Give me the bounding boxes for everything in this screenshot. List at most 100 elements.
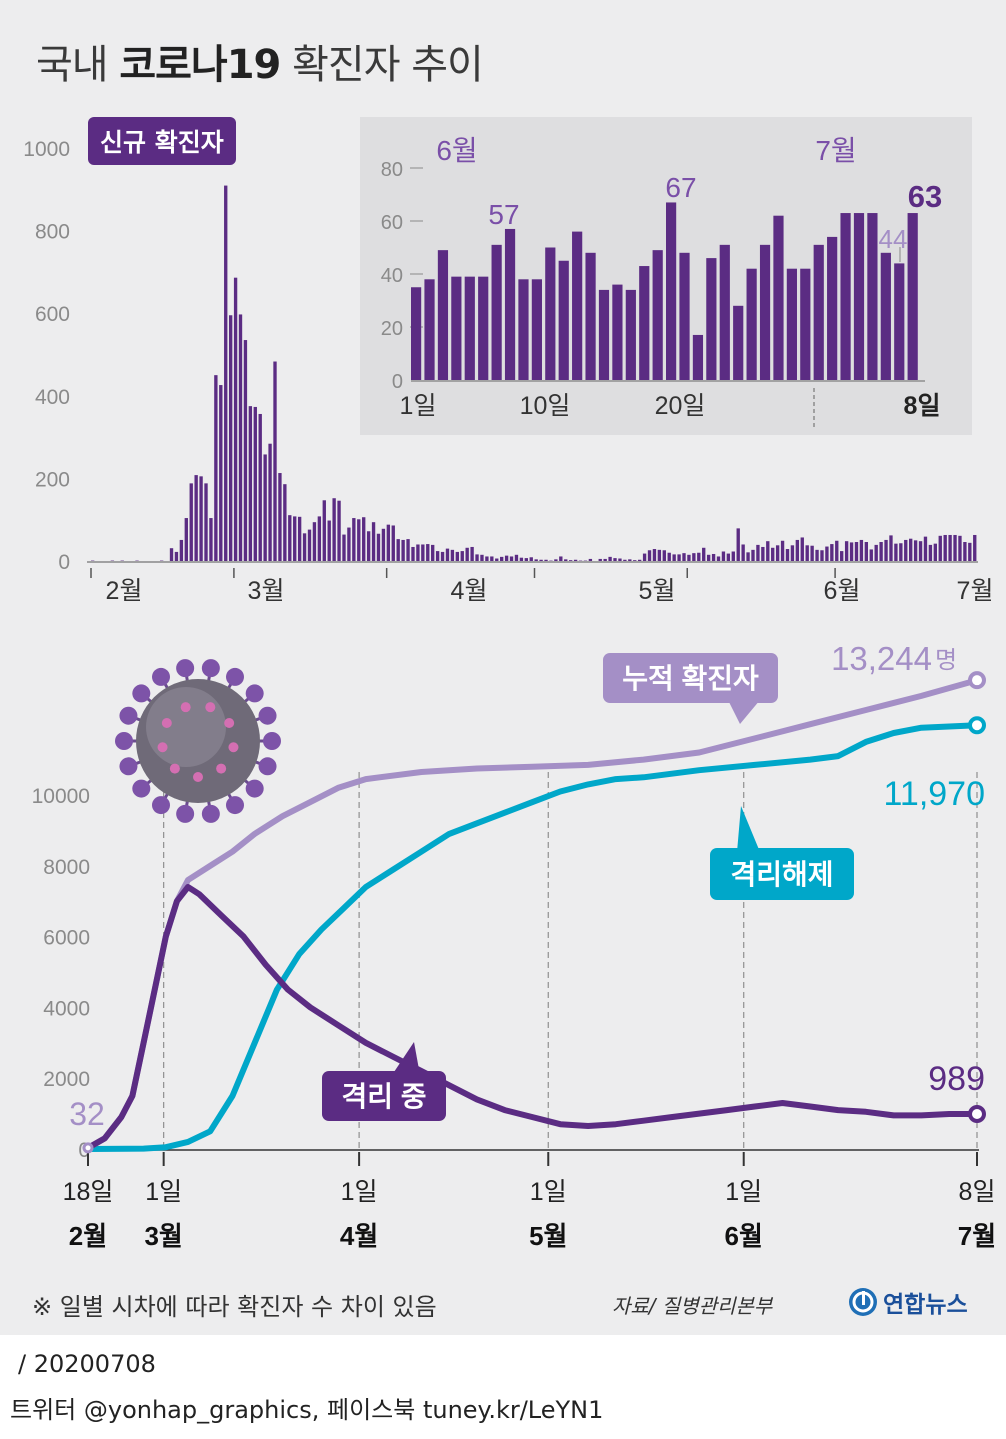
virus-spike-head [245, 684, 264, 703]
daily-bar [224, 185, 228, 561]
daily-bar [731, 551, 735, 561]
daily-bar [396, 539, 400, 561]
daily-bar [362, 517, 366, 561]
daily-bar [189, 483, 193, 561]
inset-bar [572, 231, 583, 380]
daily-bar [642, 553, 647, 561]
daily-bar [214, 375, 218, 561]
start-value-label: 32 [69, 1096, 105, 1132]
series-end-marker [968, 671, 986, 690]
inset-bar [827, 236, 838, 380]
daily-bar [884, 539, 888, 561]
daily-bar [726, 553, 731, 561]
line-x-month-label: 2월 [69, 1221, 107, 1251]
inset-bar [478, 276, 489, 380]
inset-bar [625, 289, 636, 380]
daily-bar [209, 518, 213, 561]
daily-bar [485, 556, 489, 561]
inset-bar [733, 305, 744, 380]
daily-bar [963, 542, 967, 561]
cumulative-series-tag-pointer [728, 700, 760, 724]
line-x-day-label: 18일 [63, 1178, 114, 1206]
daily-bar [411, 546, 415, 561]
daily-cases-label: 신규 확진자 [88, 117, 236, 165]
daily-bar [371, 522, 376, 561]
daily-bar [830, 544, 834, 561]
daily-bar [416, 544, 420, 561]
series-start-marker [82, 1142, 94, 1154]
cumulative-end-label: 13,244 [831, 640, 932, 677]
daily-bar [633, 560, 637, 561]
line-y-tick-label: 2000 [43, 1068, 90, 1091]
daily-bar [844, 541, 849, 561]
daily-bar [228, 315, 233, 561]
daily-bar [928, 544, 933, 561]
inset-bar [907, 213, 918, 380]
daily-bar [554, 559, 558, 561]
daily-bar [573, 559, 578, 561]
virus-body-shade [146, 687, 226, 767]
inset-y-tick-label: 20 [381, 318, 403, 340]
daily-bar [657, 549, 662, 561]
daily-bar [342, 534, 346, 561]
virus-spike-head [132, 779, 151, 798]
inset-x-tick-label: 1일 [400, 392, 437, 420]
virus-spike-head [119, 757, 138, 776]
daily-bar [278, 473, 282, 561]
daily-bar [628, 559, 632, 561]
daily-bar [386, 524, 391, 561]
daily-bar [524, 558, 528, 561]
cumulative-series-tag: 누적 확진자 [603, 653, 778, 724]
daily-bar [169, 548, 174, 561]
source-note: 자료/ 질병관리본부 [612, 1294, 773, 1318]
daily-bar [317, 516, 322, 561]
daily-bar [859, 539, 864, 561]
isolated-series-tag: 격리 중 [322, 1042, 446, 1121]
virus-surface-dot [169, 763, 180, 774]
virus-surface-dot [193, 772, 203, 782]
inset-y-tick-label: 80 [381, 159, 403, 181]
daily-bar [938, 535, 942, 561]
line-x-month-label: 4월 [340, 1221, 378, 1251]
line-x-day-label: 8일 [959, 1178, 996, 1206]
daily-bar [835, 540, 839, 561]
daily-bar [775, 545, 780, 561]
inset-bar [437, 250, 449, 380]
daily-bar [312, 522, 317, 561]
isolated-end-label: 989 [928, 1060, 985, 1098]
daily-bar [751, 549, 755, 561]
virus-spike-head [176, 804, 195, 823]
inset-bar [786, 268, 797, 380]
virus-spike-head [176, 659, 195, 678]
inset-value-label: 57 [488, 199, 519, 230]
daily-bar [849, 542, 854, 561]
daily-bar [958, 535, 962, 561]
month-label: 6월 [824, 577, 861, 605]
daily-bar [539, 559, 543, 561]
daily-bar [785, 549, 790, 561]
inset-bar [612, 284, 623, 380]
daily-bar [495, 558, 499, 561]
daily-bar [918, 541, 923, 561]
daily-bar [391, 525, 395, 561]
line-y-tick-label: 8000 [43, 856, 90, 879]
daily-bar [820, 550, 824, 561]
daily-bar [721, 551, 726, 561]
daily-bar [307, 529, 312, 561]
daily-bar [687, 554, 691, 561]
daily-bar [706, 554, 711, 561]
daily-bar [519, 557, 524, 561]
isolated-series-tag-pointer [392, 1042, 420, 1075]
daily-bar [588, 558, 593, 561]
daily-bar [421, 544, 425, 561]
title-bold: 코로나19 [119, 42, 281, 88]
virus-surface-dot [157, 742, 168, 753]
virus-surface-dot [224, 718, 235, 728]
inset-y-tick-label: 60 [381, 212, 403, 234]
line-x-day-label: 1일 [530, 1178, 567, 1206]
cumulative-unit-label: 명 [935, 647, 957, 674]
daily-bar [238, 314, 243, 561]
inset-bar [666, 202, 677, 380]
y-tick-label: 800 [35, 221, 70, 244]
daily-bar [894, 543, 898, 561]
